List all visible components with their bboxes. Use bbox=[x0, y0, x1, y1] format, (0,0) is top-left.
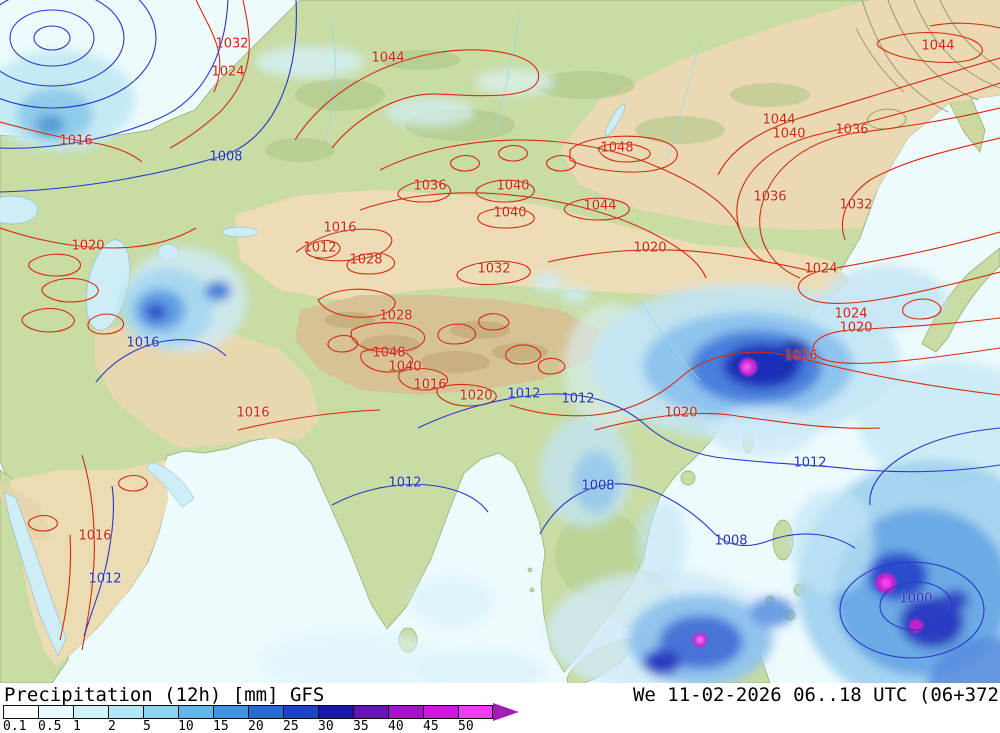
legend-label: 0.5 bbox=[38, 719, 62, 733]
legend-label: 50 bbox=[458, 719, 474, 733]
legend-cell-50 bbox=[458, 705, 493, 719]
legend-cell-20 bbox=[248, 705, 283, 719]
legend-cell-25 bbox=[283, 705, 318, 719]
legend-cell-30 bbox=[318, 705, 353, 719]
legend-cell-10 bbox=[178, 705, 213, 719]
legend-cell-0.1 bbox=[3, 705, 38, 719]
legend-label: 25 bbox=[283, 719, 299, 733]
river-layer bbox=[324, 9, 701, 381]
legend-label: 35 bbox=[353, 719, 369, 733]
contours-olive bbox=[855, 0, 1000, 130]
legend-cell-2 bbox=[108, 705, 143, 719]
legend-cell-0.5 bbox=[38, 705, 73, 719]
legend-label: 5 bbox=[143, 719, 151, 733]
legend-label: 40 bbox=[388, 719, 404, 733]
map-area: 1032 1024 1044 1044 1016 1048 1044 1040 1036 1036… bbox=[0, 0, 1000, 683]
contours-blue bbox=[0, 0, 1000, 659]
legend-cell-1 bbox=[73, 705, 108, 719]
legend-cell-40 bbox=[388, 705, 423, 719]
footer-bar: Precipitation (12h) [mm] GFS We 11-02-20… bbox=[0, 683, 1000, 733]
legend-label: 30 bbox=[318, 719, 334, 733]
precip-legend: 0.1 0.5 1 2 5 10 15 20 25 30 35 40 45 50 bbox=[0, 683, 560, 733]
legend-label: 10 bbox=[178, 719, 194, 733]
legend-label: 20 bbox=[248, 719, 264, 733]
legend-cell-45 bbox=[423, 705, 458, 719]
legend-label: 15 bbox=[213, 719, 229, 733]
legend-label: 1 bbox=[73, 719, 81, 733]
precipitation-layer bbox=[0, 46, 1000, 683]
map-graphic bbox=[0, 0, 1000, 683]
legend-label: 45 bbox=[423, 719, 439, 733]
legend-cell-35 bbox=[353, 705, 388, 719]
legend-arrow-icon bbox=[493, 703, 519, 721]
map-title: Precipitation (12h) [mm] GFS bbox=[4, 684, 325, 706]
map-datetime: We 11-02-2026 06..18 UTC (06+372 bbox=[632, 684, 999, 706]
legend-cell-15 bbox=[213, 705, 248, 719]
legend-label: 2 bbox=[108, 719, 116, 733]
precipitation-core-layer bbox=[693, 358, 923, 647]
contours-red bbox=[0, 0, 1000, 651]
legend-label: 0.1 bbox=[3, 719, 27, 733]
legend-cell-5 bbox=[143, 705, 178, 719]
legend-color-bar bbox=[3, 705, 493, 719]
legend-value-labels: 0.1 0.5 1 2 5 10 15 20 25 30 35 40 45 50 bbox=[0, 683, 560, 733]
